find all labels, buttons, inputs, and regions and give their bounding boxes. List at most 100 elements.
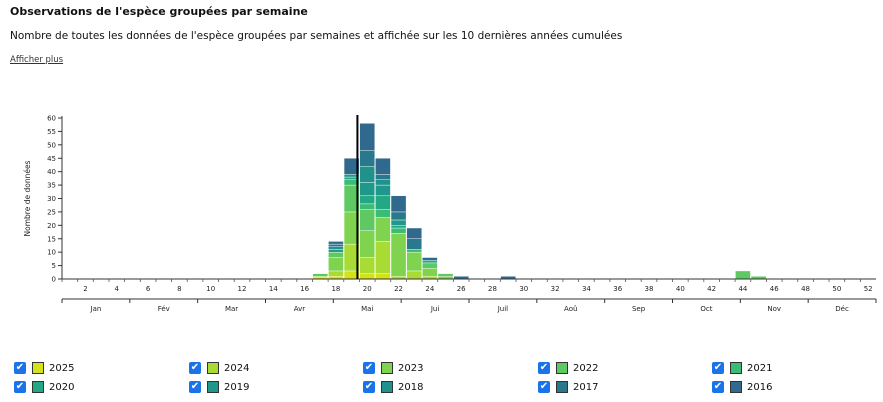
x-tick-label: 44 xyxy=(738,285,747,293)
month-label: Mai xyxy=(361,305,373,313)
bar-segment xyxy=(328,246,344,250)
legend-checkbox[interactable]: ✔ xyxy=(712,381,724,393)
bar-segment xyxy=(312,276,329,278)
bar-segment xyxy=(359,209,375,231)
bar-segment xyxy=(390,219,407,226)
month-label: Fév xyxy=(158,305,170,313)
bars-group xyxy=(312,123,767,280)
legend-item-2023[interactable]: ✔ 2023 xyxy=(363,360,423,376)
x-tick-label: 16 xyxy=(300,285,309,293)
legend-swatch xyxy=(207,381,219,393)
legend-checkbox[interactable]: ✔ xyxy=(14,362,26,374)
bar-segment xyxy=(359,230,375,258)
bar-segment xyxy=(312,273,329,277)
legend-checkbox[interactable]: ✔ xyxy=(712,362,724,374)
legend-item-2024[interactable]: ✔ 2024 xyxy=(189,360,249,376)
legend-swatch xyxy=(32,381,44,393)
x-tick-label: 48 xyxy=(801,285,810,293)
x-tick-label: 28 xyxy=(488,285,497,293)
x-axis-weeks: 2 4 6 8 10 12 14 16 18 20 22 24 26 28 30 32 34 36 38 40 42 44… xyxy=(61,278,876,293)
legend-checkbox[interactable]: ✔ xyxy=(363,381,375,393)
chart-title: Observations de l'espèce groupées par se… xyxy=(10,5,308,18)
x-tick-label: 4 xyxy=(115,285,120,293)
month-label: Sep xyxy=(632,305,646,313)
x-axis-months: Jan Fév Mar Avr Mai Jui Juil Aoû Sep Oct Nov Déc xyxy=(61,298,877,313)
legend-checkbox[interactable]: ✔ xyxy=(14,381,26,393)
x-tick-label: 46 xyxy=(770,285,779,293)
bar-segment xyxy=(375,184,391,197)
y-tick-label: 15 xyxy=(47,235,56,243)
x-tick-label: 20 xyxy=(363,285,372,293)
legend-checkbox[interactable]: ✔ xyxy=(538,362,550,374)
bar-segment xyxy=(359,257,375,274)
legend-swatch xyxy=(381,362,393,374)
bar-segment xyxy=(422,260,438,264)
y-tick-label: 10 xyxy=(47,249,56,257)
y-axis-label: Nombre de données xyxy=(23,160,32,236)
y-tick-label: 0 xyxy=(52,276,56,284)
month-label: Oct xyxy=(700,305,712,313)
bar-segment xyxy=(375,217,391,242)
legend-item-2018[interactable]: ✔ 2018 xyxy=(363,379,423,395)
bar-segment xyxy=(359,195,375,205)
bar-segment xyxy=(328,249,344,253)
legend-item-2016[interactable]: ✔ 2016 xyxy=(712,379,772,395)
x-tick-label: 40 xyxy=(676,285,685,293)
month-label: Déc xyxy=(835,305,849,313)
legend-checkbox[interactable]: ✔ xyxy=(363,362,375,374)
bar-segment xyxy=(422,257,438,261)
y-axis: 0 5 10 15 20 25 30 35 40 45 50 55 60 xyxy=(47,115,63,284)
show-more-link[interactable]: Afficher plus xyxy=(10,55,64,65)
x-tick-label: 8 xyxy=(177,285,181,293)
bar-segment xyxy=(375,241,391,274)
month-label: Mar xyxy=(225,305,238,313)
y-tick-label: 20 xyxy=(47,222,56,230)
legend-item-2019[interactable]: ✔ 2019 xyxy=(189,379,249,395)
legend-swatch xyxy=(556,362,568,374)
bar-segment xyxy=(359,273,375,280)
bar-segment xyxy=(375,174,391,180)
legend-item-2017[interactable]: ✔ 2017 xyxy=(538,379,598,395)
legend-item-2025[interactable]: ✔ 2025 xyxy=(14,360,74,376)
x-tick-label: 22 xyxy=(394,285,403,293)
bar-segment xyxy=(390,225,407,229)
legend-item-2022[interactable]: ✔ 2022 xyxy=(538,360,598,376)
bar-segment xyxy=(406,227,422,239)
legend-swatch xyxy=(381,381,393,393)
legend-checkbox[interactable]: ✔ xyxy=(189,362,201,374)
bar-segment xyxy=(390,211,407,221)
y-tick-label: 55 xyxy=(47,128,56,136)
legend-label: 2025 xyxy=(49,362,75,374)
bar-segment xyxy=(375,209,391,218)
x-tick-label: 32 xyxy=(551,285,560,293)
bar-segment xyxy=(375,273,391,280)
y-tick-label: 30 xyxy=(47,195,56,203)
y-tick-label: 40 xyxy=(47,168,56,176)
month-label: Avr xyxy=(294,305,306,313)
bar-segment xyxy=(390,233,407,277)
x-tick-label: 24 xyxy=(425,285,434,293)
legend-label: 2017 xyxy=(573,381,599,393)
y-tick-label: 45 xyxy=(47,155,56,163)
bar-segment xyxy=(422,268,438,277)
legend-checkbox[interactable]: ✔ xyxy=(538,381,550,393)
x-tick-label: 6 xyxy=(146,285,151,293)
legend-swatch xyxy=(32,362,44,374)
bar-segment xyxy=(406,251,422,272)
x-tick-label: 26 xyxy=(457,285,466,293)
legend-item-2020[interactable]: ✔ 2020 xyxy=(14,379,74,395)
bar-segment xyxy=(328,257,344,272)
legend-checkbox[interactable]: ✔ xyxy=(189,381,201,393)
month-label: Aoû xyxy=(564,305,577,313)
legend-label: 2021 xyxy=(747,362,773,374)
legend-swatch xyxy=(556,381,568,393)
bar-segment xyxy=(359,150,375,167)
legend-item-2021[interactable]: ✔ 2021 xyxy=(712,360,772,376)
bar-segment xyxy=(437,273,454,277)
bar-segment xyxy=(328,270,344,277)
bar-segment xyxy=(359,182,375,197)
month-label: Jan xyxy=(90,305,102,313)
y-tick-label: 60 xyxy=(47,115,56,123)
bar-segment xyxy=(375,195,391,210)
legend-label: 2020 xyxy=(49,381,75,393)
